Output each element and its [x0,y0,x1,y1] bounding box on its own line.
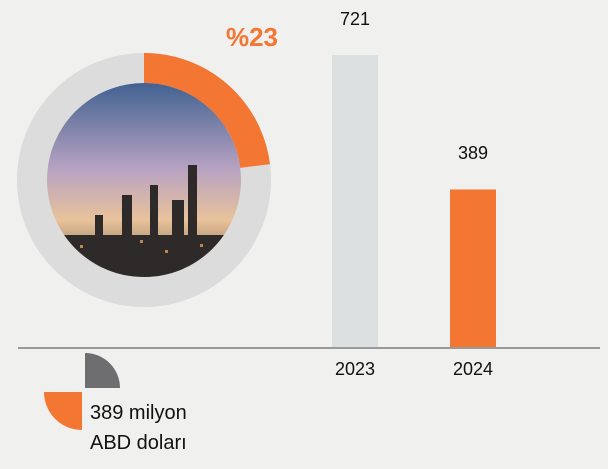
value-label: 721 [340,9,370,29]
x-tick-label: 2023 [335,359,375,379]
icon-quarter-gray [85,353,120,388]
x-tick-label: 2024 [453,359,493,379]
bar [332,55,378,347]
donut-segment [143,53,270,169]
bar [450,189,496,347]
value-label: 389 [458,143,488,163]
icon-quarter-orange [44,392,82,430]
donut-label: %23 [226,22,278,52]
annotation: 389 milyon ABD doları [90,402,187,454]
